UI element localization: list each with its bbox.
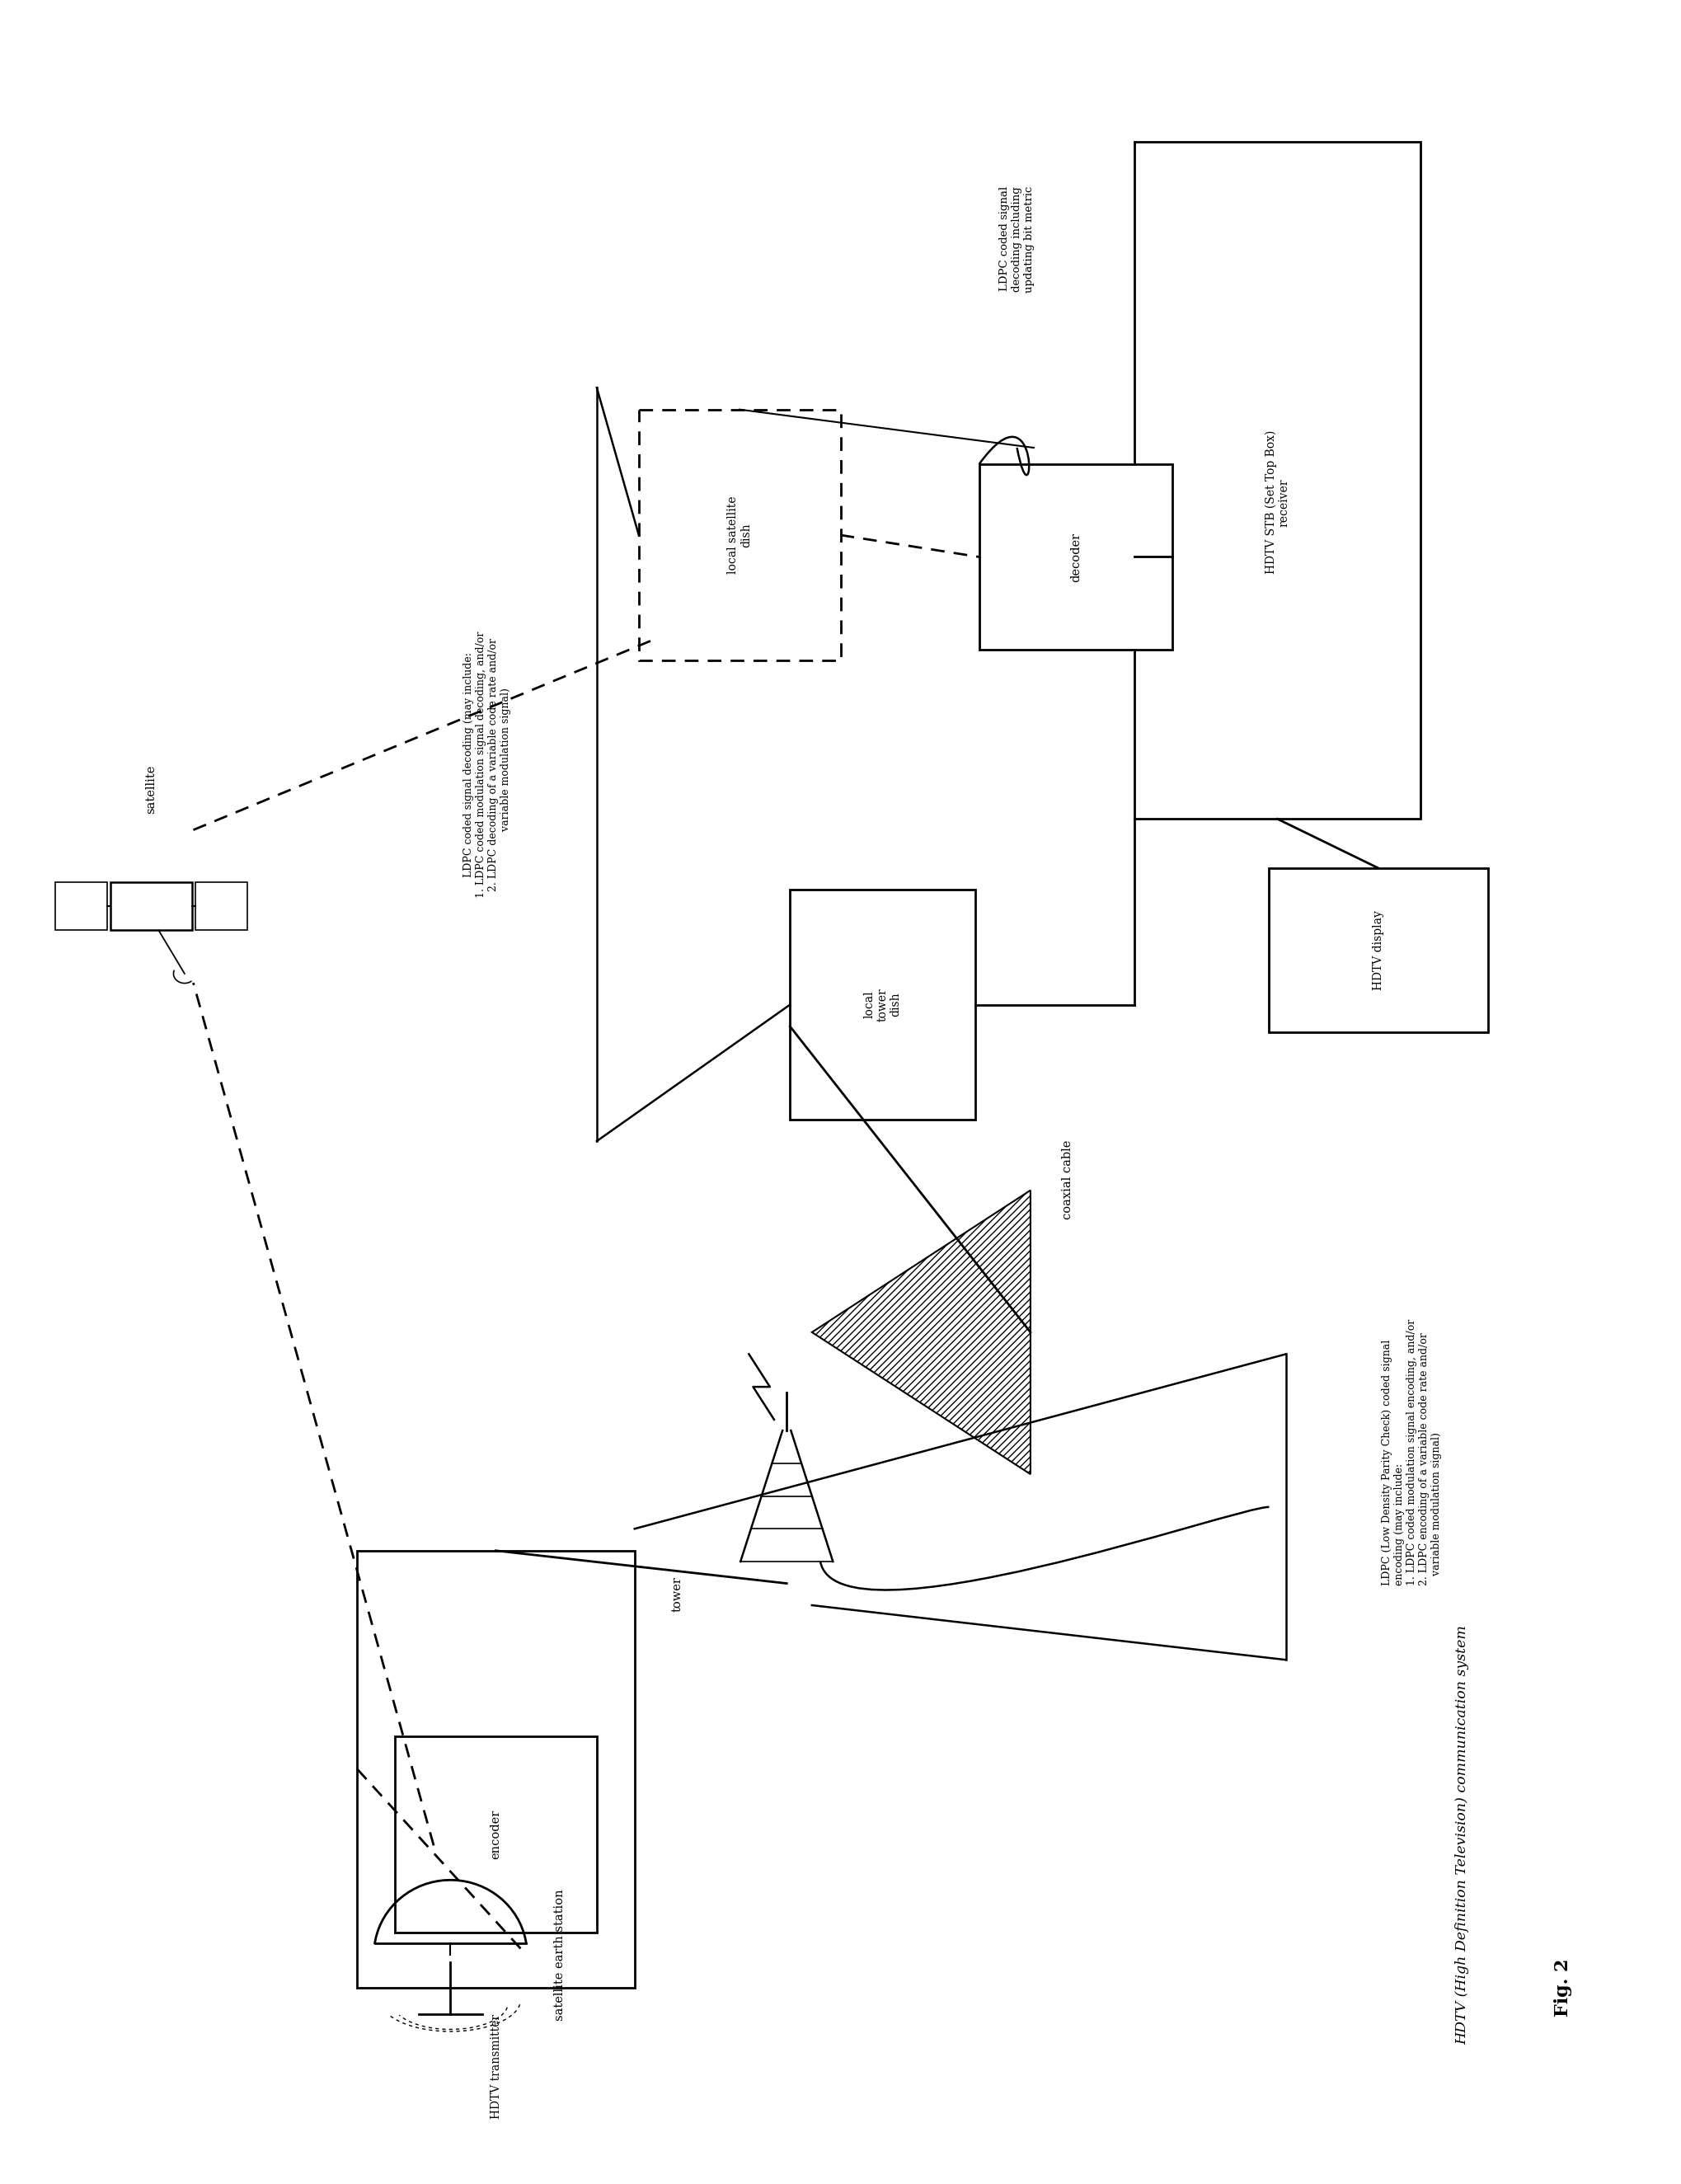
Text: HDTV (High Definition Television) communication system: HDTV (High Definition Television) commun… [1456,1625,1469,2044]
Bar [111,882,192,930]
Text: coaxial cable: coaxial cable [1062,1140,1072,1219]
Bar [978,465,1173,651]
Bar [790,891,975,1120]
Text: Fig. 2: Fig. 2 [1555,1959,1572,2016]
Bar [395,1736,597,1933]
Text: local
tower
dish: local tower dish [864,987,901,1022]
Bar [195,882,247,930]
Text: satellite earth station: satellite earth station [555,1889,565,2020]
Text: LDPC coded signal decoding (may include:
1. LDPC coded modulation signal decodin: LDPC coded signal decoding (may include:… [464,631,511,898]
Text: encoder: encoder [491,1811,501,1859]
Text: satellite: satellite [146,764,156,812]
Bar [1269,867,1488,1033]
Text: LDPC coded signal
decoding including
updating bit metric: LDPC coded signal decoding including upd… [999,186,1035,293]
Text: HDTV STB (Set Top Box)
receiver: HDTV STB (Set Top Box) receiver [1264,430,1291,574]
Bar [1135,142,1420,819]
Text: LDPC (Low Density Parity Check) coded signal
encoding (may include:
1. LDPC code: LDPC (Low Density Parity Check) coded si… [1382,1319,1442,1586]
Text: HDTV transmitter: HDTV transmitter [491,2014,501,2118]
Text: HDTV display: HDTV display [1373,911,1383,989]
Text: tower: tower [672,1577,682,1612]
Text: local satellite
dish: local satellite dish [728,496,751,574]
Bar [356,1551,634,1987]
Bar [639,411,840,660]
Polygon shape [812,1190,1030,1474]
Text: decoder: decoder [1071,533,1081,581]
Bar [55,882,108,930]
